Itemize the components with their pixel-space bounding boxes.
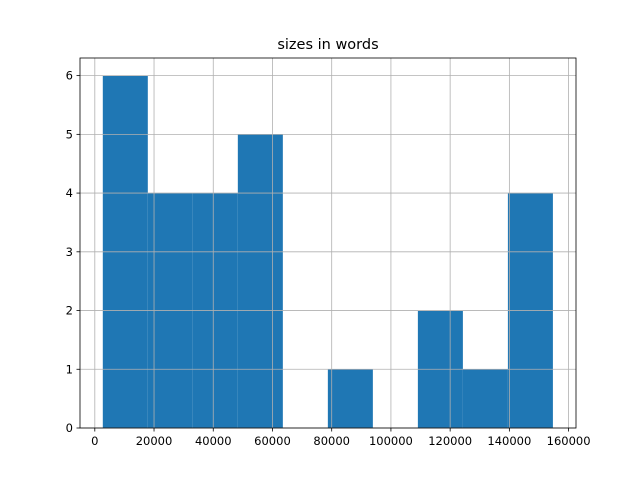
- y-tick-label: 5: [66, 127, 73, 141]
- x-tick-label: 60000: [254, 434, 291, 448]
- x-tick-label: 160000: [547, 434, 591, 448]
- x-tick-label: 20000: [136, 434, 173, 448]
- y-tick-label: 4: [66, 186, 73, 200]
- y-tick-label: 3: [66, 245, 73, 259]
- x-tick-label: 140000: [487, 434, 531, 448]
- y-tick-label: 0: [66, 421, 73, 435]
- x-tick-label: 100000: [369, 434, 413, 448]
- x-tick-label: 120000: [428, 434, 472, 448]
- histogram-bar: [237, 134, 283, 428]
- x-tick-label: 80000: [313, 434, 350, 448]
- axes-frame: [79, 57, 577, 429]
- y-tick-label: 2: [66, 304, 73, 318]
- histogram-bar: [327, 369, 373, 428]
- x-tick-label: 40000: [195, 434, 232, 448]
- x-axis: 0 20000 40000 60000 80000 100000 120000 140000 1…: [91, 428, 591, 448]
- y-tick-label: 1: [66, 362, 73, 376]
- x-tick-label: 0: [91, 434, 98, 448]
- y-axis: 0 1 2 3 4 5 6: [66, 69, 80, 435]
- histogram-bar: [462, 369, 508, 428]
- chart-title: sizes in words: [277, 37, 378, 53]
- y-tick-label: 6: [66, 69, 73, 83]
